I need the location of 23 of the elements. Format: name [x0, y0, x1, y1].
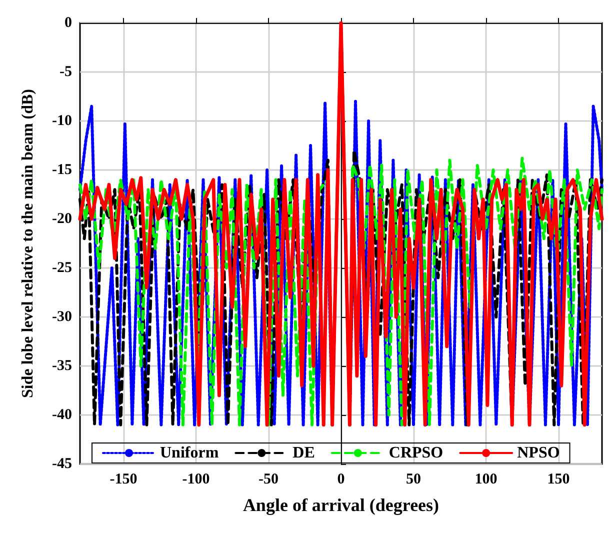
x-tick-label: 100 — [474, 472, 498, 488]
y-tick-label: -10 — [52, 113, 72, 129]
y-tick-label: 0 — [64, 15, 72, 31]
y-tick-label: -5 — [60, 64, 72, 80]
y-axis-title: Side lobe level relative to the main beam (dB) — [20, 89, 36, 398]
x-tick-label: 150 — [547, 472, 570, 488]
y-tick-label: -45 — [52, 456, 72, 472]
legend-label: CRPSO — [388, 444, 444, 462]
x-tick-label: -100 — [182, 472, 210, 488]
y-tick-label: -35 — [52, 358, 72, 374]
x-tick-label: -150 — [110, 472, 138, 488]
x-tick-label: 0 — [337, 472, 345, 488]
y-tick-label: -15 — [52, 162, 72, 178]
x-tick-label: 50 — [406, 472, 421, 488]
y-tick-label: -20 — [52, 211, 72, 227]
y-tick-label: -40 — [52, 407, 72, 423]
y-tick-label: -30 — [52, 309, 72, 325]
y-tick-label: -25 — [52, 260, 72, 276]
x-tick-label: -50 — [258, 472, 278, 488]
legend-label: NPSO — [517, 444, 560, 462]
legend-label: Uniform — [160, 444, 220, 462]
x-axis-title: Angle of arrival (degrees) — [242, 495, 440, 515]
legend-label: DE — [292, 444, 315, 462]
